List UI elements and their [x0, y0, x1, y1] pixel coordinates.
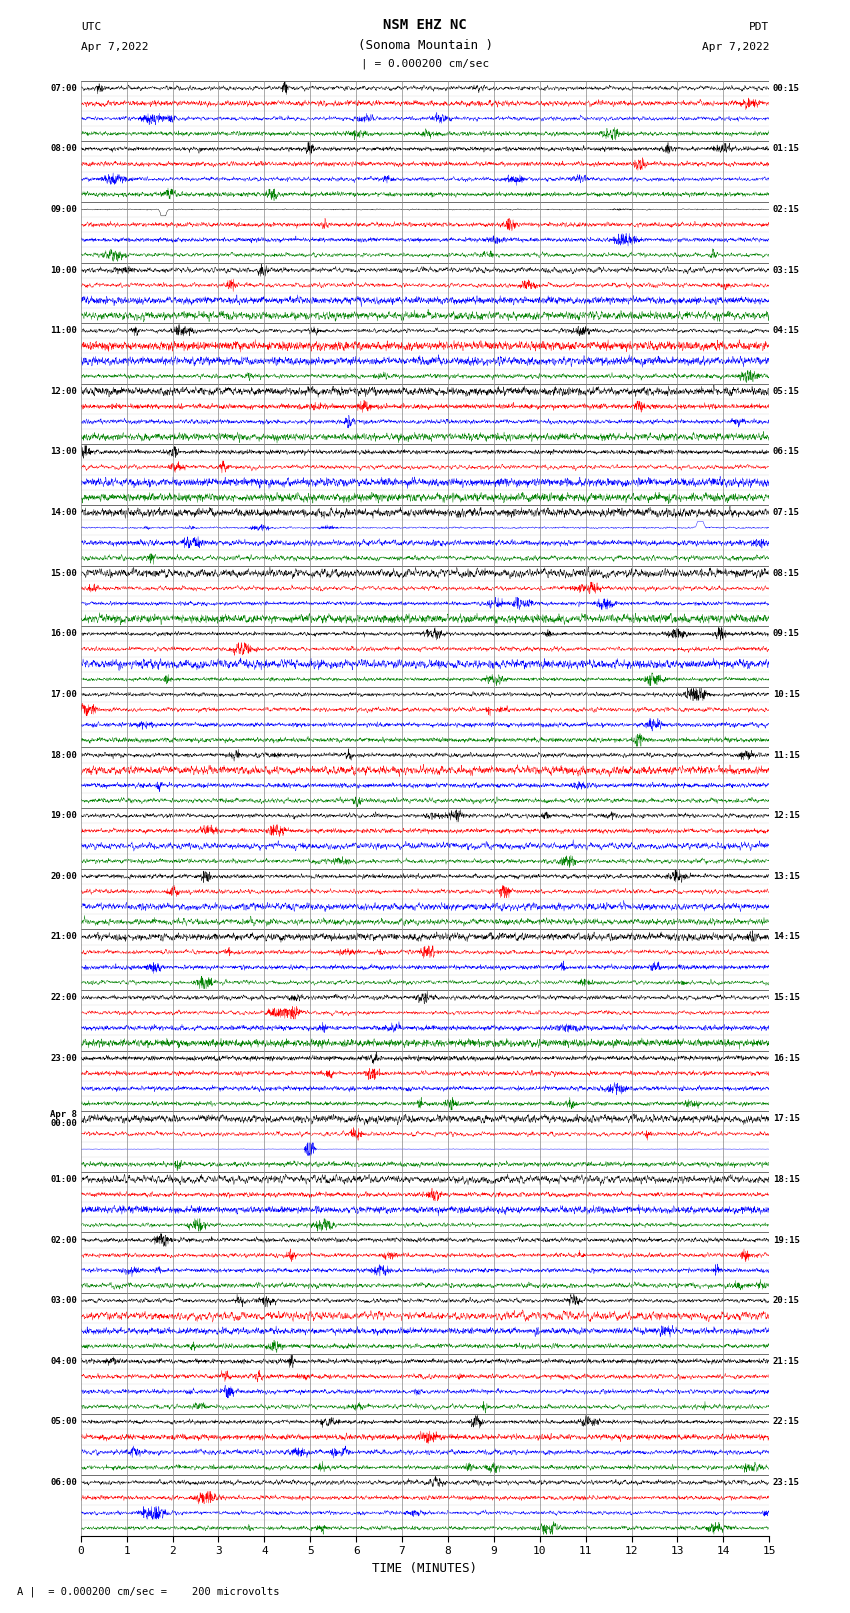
Text: 13:15: 13:15: [773, 871, 800, 881]
Text: 15:15: 15:15: [773, 994, 800, 1002]
Text: 05:00: 05:00: [50, 1418, 77, 1426]
Text: 03:15: 03:15: [773, 266, 800, 274]
Text: 06:00: 06:00: [50, 1478, 77, 1487]
Text: 08:00: 08:00: [50, 144, 77, 153]
Text: 01:00: 01:00: [50, 1174, 77, 1184]
Text: 10:00: 10:00: [50, 266, 77, 274]
Text: 05:15: 05:15: [773, 387, 800, 395]
Text: 14:00: 14:00: [50, 508, 77, 518]
Text: 18:15: 18:15: [773, 1174, 800, 1184]
Text: NSM EHZ NC: NSM EHZ NC: [383, 18, 467, 32]
Text: 10:15: 10:15: [773, 690, 800, 698]
Text: 09:15: 09:15: [773, 629, 800, 639]
Text: Apr 7,2022: Apr 7,2022: [702, 42, 769, 52]
Text: 11:00: 11:00: [50, 326, 77, 336]
X-axis label: TIME (MINUTES): TIME (MINUTES): [372, 1561, 478, 1574]
Text: | = 0.000200 cm/sec: | = 0.000200 cm/sec: [361, 58, 489, 69]
Text: 04:15: 04:15: [773, 326, 800, 336]
Text: 18:00: 18:00: [50, 750, 77, 760]
Text: 02:15: 02:15: [773, 205, 800, 215]
Text: 12:15: 12:15: [773, 811, 800, 819]
Text: 21:15: 21:15: [773, 1357, 800, 1366]
Text: 23:00: 23:00: [50, 1053, 77, 1063]
Text: 06:15: 06:15: [773, 447, 800, 456]
Text: 22:00: 22:00: [50, 994, 77, 1002]
Text: 16:00: 16:00: [50, 629, 77, 639]
Text: 19:15: 19:15: [773, 1236, 800, 1245]
Text: 12:00: 12:00: [50, 387, 77, 395]
Text: A |  = 0.000200 cm/sec =    200 microvolts: A | = 0.000200 cm/sec = 200 microvolts: [17, 1586, 280, 1597]
Text: 02:00: 02:00: [50, 1236, 77, 1245]
Text: Apr 8: Apr 8: [50, 1110, 77, 1119]
Text: 09:00: 09:00: [50, 205, 77, 215]
Text: 00:00: 00:00: [50, 1119, 77, 1127]
Text: 21:00: 21:00: [50, 932, 77, 942]
Text: 17:00: 17:00: [50, 690, 77, 698]
Text: 19:00: 19:00: [50, 811, 77, 819]
Text: 11:15: 11:15: [773, 750, 800, 760]
Text: Apr 7,2022: Apr 7,2022: [81, 42, 148, 52]
Text: 04:00: 04:00: [50, 1357, 77, 1366]
Text: UTC: UTC: [81, 23, 101, 32]
Text: PDT: PDT: [749, 23, 769, 32]
Text: 13:00: 13:00: [50, 447, 77, 456]
Text: (Sonoma Mountain ): (Sonoma Mountain ): [358, 39, 492, 52]
Text: 20:15: 20:15: [773, 1297, 800, 1305]
Text: 17:15: 17:15: [773, 1115, 800, 1123]
Text: 15:00: 15:00: [50, 569, 77, 577]
Text: 03:00: 03:00: [50, 1297, 77, 1305]
Text: 16:15: 16:15: [773, 1053, 800, 1063]
Text: 23:15: 23:15: [773, 1478, 800, 1487]
Text: 00:15: 00:15: [773, 84, 800, 92]
Text: 07:15: 07:15: [773, 508, 800, 518]
Text: 08:15: 08:15: [773, 569, 800, 577]
Text: 22:15: 22:15: [773, 1418, 800, 1426]
Text: 20:00: 20:00: [50, 871, 77, 881]
Text: 14:15: 14:15: [773, 932, 800, 942]
Text: 07:00: 07:00: [50, 84, 77, 92]
Text: 01:15: 01:15: [773, 144, 800, 153]
